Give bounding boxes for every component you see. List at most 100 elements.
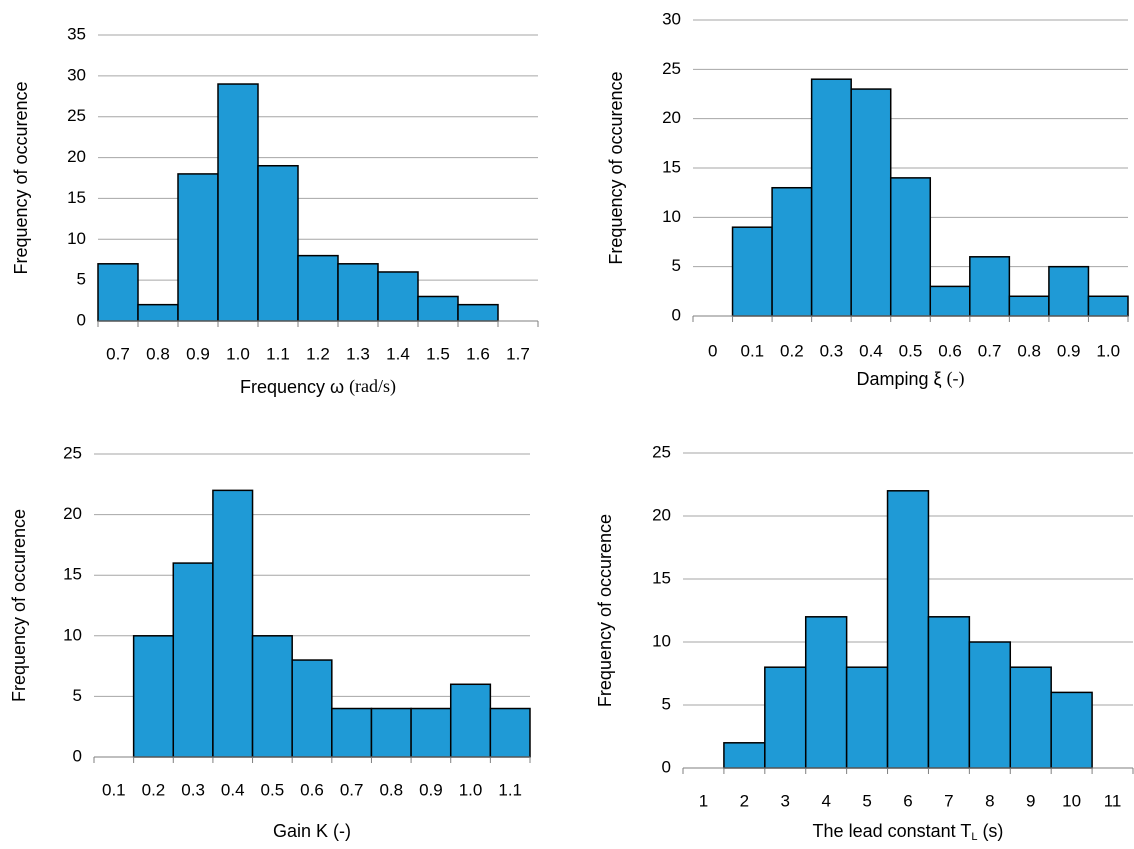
- x-tick-label: 1: [699, 791, 708, 810]
- bar: [291, 659, 333, 758]
- x-tick-label: 0.8: [1017, 341, 1041, 360]
- x-axis-title-unit: (-): [947, 368, 965, 389]
- x-tick-label: 1.5: [426, 344, 450, 363]
- y-tick-label: 25: [662, 59, 681, 78]
- bar: [370, 707, 412, 758]
- bar: [927, 616, 971, 769]
- y-tick-label: 0: [77, 310, 86, 329]
- x-tick-label: 5: [862, 791, 871, 810]
- y-tick-label: 10: [63, 625, 82, 644]
- y-tick-label: 35: [67, 24, 86, 43]
- bar: [337, 263, 379, 322]
- y-tick-label: 0: [73, 746, 82, 765]
- y-tick-label: 25: [652, 442, 671, 461]
- x-tick-label: 0.6: [938, 341, 962, 360]
- x-axis-title-text: Frequency ω: [240, 377, 344, 397]
- x-tick-label: 1.1: [498, 780, 522, 799]
- x-axis-title-unit: (rad/s): [349, 376, 396, 397]
- y-tick-label: 20: [652, 505, 671, 524]
- y-axis-title: Frequency of occurence: [595, 514, 615, 707]
- x-tick-label: 0.9: [186, 344, 210, 363]
- y-tick-label: 5: [73, 686, 82, 705]
- y-tick-label: 25: [63, 443, 82, 462]
- bar: [969, 256, 1011, 317]
- y-tick-label: 25: [67, 106, 86, 125]
- x-tick-label: 0.2: [142, 780, 166, 799]
- y-tick-label: 15: [67, 188, 86, 207]
- bar: [331, 707, 373, 758]
- bar: [804, 616, 848, 769]
- y-tick-label: 0: [662, 757, 671, 776]
- bar: [449, 683, 492, 758]
- bar: [377, 271, 419, 322]
- bar: [889, 177, 932, 317]
- bar: [417, 295, 459, 322]
- y-tick-label: 20: [67, 147, 86, 166]
- y-tick-label: 20: [662, 108, 681, 127]
- x-tick-label: 0.4: [221, 780, 245, 799]
- x-tick-label: 0.1: [102, 780, 126, 799]
- bar: [968, 641, 1012, 769]
- histogram-panel: 0 5 10 15 20 25 0.1 0.2 0.3 0.4 0.5 0.6 0.7 0.8 0.9 1.0…: [9, 443, 531, 841]
- x-tick-label: 0.2: [780, 341, 804, 360]
- x-tick-label: 1.6: [466, 344, 490, 363]
- x-tick-label: 1.1: [266, 344, 290, 363]
- histogram-panel: 0 5 10 15 20 25 1 2 3 4 5 6 7 8 9 10 11 Frequency of occu…: [595, 442, 1134, 843]
- x-tick-label: 11: [1104, 791, 1122, 810]
- y-axis-title: Frequency of occurence: [11, 81, 31, 274]
- x-tick-label: 0.3: [181, 780, 205, 799]
- x-tick-label: 7: [944, 791, 953, 810]
- y-tick-label: 30: [67, 65, 86, 84]
- x-tick-label: 6: [903, 791, 912, 810]
- y-tick-label: 30: [662, 9, 681, 28]
- x-tick-label: 0.5: [261, 780, 285, 799]
- bar: [810, 78, 852, 317]
- bar: [177, 173, 219, 322]
- bar: [137, 303, 179, 322]
- histogram-panel: 0 5 10 15 20 25 30 35 0.7 0.8 0.9 1.0 1.1 1.2 1.3 1.4 1.…: [11, 24, 539, 397]
- y-axis-title: Frequency of occurence: [9, 509, 29, 702]
- x-tick-label: 0.8: [146, 344, 170, 363]
- bar: [297, 254, 339, 322]
- x-tick-label: 3: [781, 791, 790, 810]
- bar: [1087, 295, 1129, 317]
- x-tick-label: 1.0: [226, 344, 250, 363]
- bar: [1048, 265, 1090, 317]
- bar: [731, 226, 773, 317]
- y-tick-label: 20: [63, 504, 82, 523]
- bar: [172, 562, 214, 758]
- y-tick-label: 15: [662, 157, 681, 176]
- x-tick-label: 1.4: [386, 344, 410, 363]
- bar: [850, 88, 892, 317]
- bar: [251, 635, 293, 758]
- bar: [457, 303, 499, 322]
- x-tick-label: 0.9: [1057, 341, 1081, 360]
- x-tick-label: 1.3: [346, 344, 370, 363]
- bar: [489, 707, 531, 758]
- bar: [132, 635, 175, 758]
- bar: [771, 186, 813, 317]
- x-tick-label: 4: [821, 791, 830, 810]
- x-tick-label: 0.7: [978, 341, 1002, 360]
- x-axis-title-text: Gain K (-): [273, 821, 351, 841]
- x-tick-label: 0.5: [899, 341, 923, 360]
- bar: [929, 285, 971, 317]
- x-tick-label: 1.7: [506, 344, 530, 363]
- x-tick-label: 0.7: [106, 344, 130, 363]
- x-tick-label: 1.0: [1096, 341, 1120, 360]
- x-tick-label: 0.6: [300, 780, 324, 799]
- x-tick-label: 1.0: [459, 780, 483, 799]
- y-tick-label: 10: [67, 229, 86, 248]
- bar: [845, 666, 889, 769]
- x-axis-title-text: Damping ξ: [856, 369, 941, 389]
- y-tick-label: 10: [662, 207, 681, 226]
- bar: [1009, 666, 1052, 769]
- bar: [886, 490, 930, 769]
- y-tick-label: 10: [652, 631, 671, 650]
- bar: [217, 83, 259, 322]
- bar: [410, 707, 452, 758]
- x-axis-title-subscript: L: [971, 831, 977, 843]
- x-axis-title-unit: (s): [982, 821, 1003, 841]
- x-tick-label: 2: [740, 791, 749, 810]
